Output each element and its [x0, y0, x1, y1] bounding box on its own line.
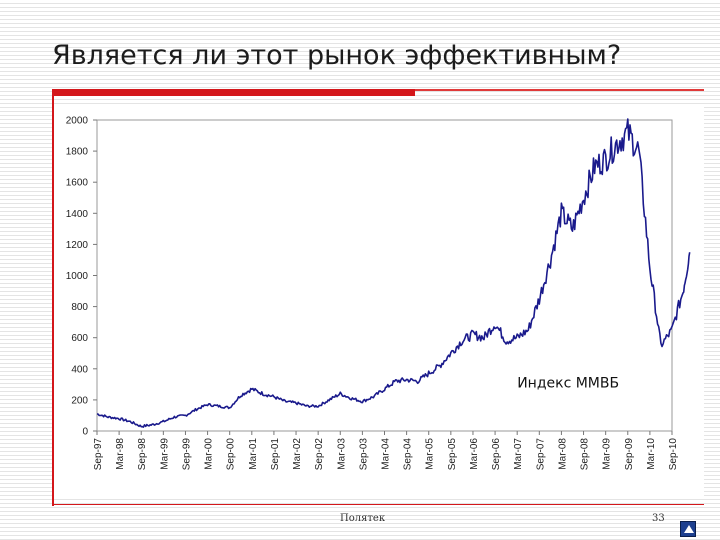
y-tick-label: 400: [71, 364, 88, 375]
y-tick-label: 2000: [66, 116, 89, 127]
x-tick-label: Mar-99: [159, 438, 170, 470]
y-tick-label: 800: [71, 302, 88, 313]
x-tick-label: Sep-06: [491, 438, 502, 471]
x-tick-label: Sep-04: [403, 438, 414, 471]
x-tick-label: Mar-02: [292, 438, 303, 470]
x-tick-label: Sep-07: [535, 438, 546, 471]
x-tick-label: Mar-07: [513, 438, 524, 470]
y-tick-label: 1800: [66, 147, 89, 158]
footer-author: Полятек: [340, 513, 386, 524]
y-tick-label: 1600: [66, 178, 89, 189]
page-number: 33: [652, 513, 665, 524]
x-tick-label: Mar-03: [336, 438, 347, 470]
x-tick-label: Sep-05: [447, 438, 458, 471]
y-tick-label: 1400: [66, 209, 89, 220]
x-tick-label: Sep-03: [358, 438, 369, 471]
left-border-rule: [52, 96, 54, 506]
x-tick-label: Mar-10: [646, 438, 657, 470]
y-tick-label: 0: [82, 427, 88, 438]
y-tick-label: 200: [71, 395, 88, 406]
x-tick-label: Sep-02: [314, 438, 325, 471]
bottom-border-rule: [52, 504, 704, 505]
x-tick-label: Mar-06: [469, 438, 480, 470]
x-tick-label: Sep-97: [93, 438, 104, 471]
x-tick-label: Mar-01: [248, 438, 259, 470]
x-tick-label: Sep-98: [137, 438, 148, 471]
y-tick-label: 1000: [66, 271, 89, 282]
series-line-micex: [96, 118, 691, 428]
micex-index-chart: 0 200 400 600 800 1000 1200 1400 1600 1800 2000 Sep…: [66, 116, 691, 471]
x-tick-label: Mar-09: [602, 438, 613, 470]
series-annotation-label: Индекс ММВБ: [517, 375, 619, 391]
x-tick-label: Sep-10: [668, 438, 679, 471]
x-tick-label: Mar-04: [381, 438, 392, 470]
chart-panel: 0 200 400 600 800 1000 1200 1400 1600 1800 2000 Sep…: [54, 106, 704, 498]
x-tick-label: Mar-08: [557, 438, 568, 470]
x-tick-label: Sep-09: [624, 438, 635, 471]
y-tick-label: 600: [71, 333, 88, 344]
title-underline-accent: [52, 89, 415, 96]
slide-title: Является ли этот рынок эффективным?: [52, 40, 622, 71]
x-tick-label: Mar-00: [204, 438, 215, 470]
x-tick-label: Sep-01: [270, 438, 281, 471]
y-tick-label: 1200: [66, 240, 89, 251]
x-tick-label: Sep-00: [226, 438, 237, 471]
x-tick-label: Mar-98: [115, 438, 126, 470]
arrow-up-icon: [684, 525, 694, 533]
title-underline-thin: [415, 89, 704, 91]
x-tick-label: Mar-05: [425, 438, 436, 470]
slide-nav-up-button[interactable]: [680, 521, 696, 537]
x-tick-label: Sep-99: [181, 438, 192, 471]
x-tick-label: Sep-08: [580, 438, 591, 471]
